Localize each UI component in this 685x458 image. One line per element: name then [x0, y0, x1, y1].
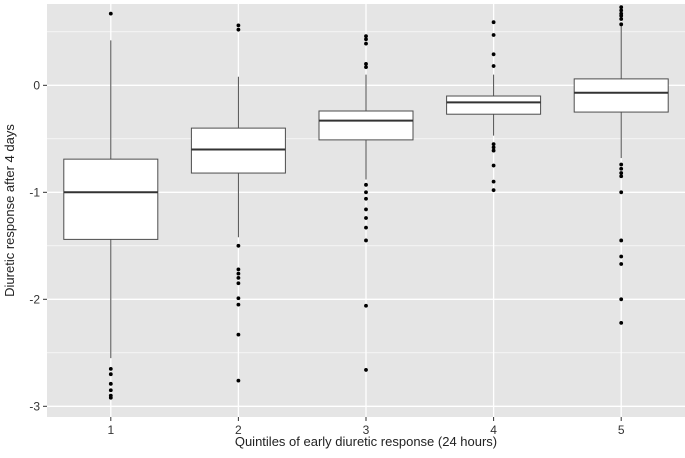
x-tick-label: 2 [235, 423, 242, 437]
outlier-point [364, 37, 368, 42]
outlier-point [619, 190, 624, 195]
iqr-box [573, 78, 669, 113]
outlier-point [491, 33, 496, 37]
outlier-point [619, 17, 624, 21]
iqr-box [63, 158, 159, 240]
outlier-point [619, 320, 624, 325]
outlier-point [236, 378, 241, 383]
y-tick-label: -3 [29, 399, 40, 413]
outlier-point [619, 238, 624, 243]
iqr-box [318, 110, 414, 141]
y-axis-title: Diuretic response after 4 days [2, 124, 17, 297]
outlier-point [364, 216, 368, 220]
x-axis-title: Quintiles of early diuretic response (24… [235, 434, 497, 449]
y-tick-label: 0 [33, 78, 40, 92]
y-tick-label: -2 [29, 292, 40, 306]
outlier-point [491, 52, 496, 57]
outlier-point [491, 64, 496, 68]
outlier-point [619, 166, 624, 171]
outlier-point [364, 225, 368, 230]
outlier-point [364, 65, 368, 70]
outlier-point [364, 238, 368, 243]
outlier-point [619, 8, 624, 13]
outlier-point [108, 395, 113, 400]
outlier-point [364, 368, 368, 372]
outlier-point [491, 142, 496, 147]
outlier-point [108, 372, 113, 377]
outlier-point [236, 276, 241, 280]
outlier-point [364, 190, 368, 195]
x-tick-label: 5 [618, 423, 625, 437]
outlier-point [619, 22, 624, 27]
outlier-point [619, 262, 624, 266]
outlier-point [619, 297, 624, 302]
iqr-box [446, 95, 542, 115]
outlier-point [491, 148, 496, 153]
box-2 [190, 23, 286, 383]
box-3 [318, 34, 414, 372]
outlier-point [236, 267, 241, 272]
outlier-point [108, 388, 113, 393]
outlier-point [108, 381, 113, 386]
outlier-point [236, 332, 241, 337]
outlier-point [619, 5, 624, 10]
outlier-point [491, 179, 496, 184]
outlier-point [619, 13, 624, 18]
x-tick-label: 3 [363, 423, 370, 437]
y-tick-label: -1 [29, 185, 40, 199]
outlier-point [619, 254, 624, 259]
outlier-point [364, 196, 368, 201]
outlier-point [236, 302, 241, 307]
outlier-point [364, 62, 368, 66]
outlier-point [364, 41, 368, 46]
box-1 [63, 11, 159, 400]
outlier-point [364, 182, 368, 187]
x-tick-label: 4 [490, 423, 497, 437]
outlier-point [619, 162, 624, 167]
outlier-point [491, 20, 496, 25]
outlier-point [491, 163, 496, 168]
box-5 [573, 5, 669, 325]
outlier-point [236, 296, 241, 301]
x-axis: 1 2 3 4 5 [107, 417, 625, 437]
box-4 [446, 20, 542, 193]
outlier-point [108, 366, 113, 371]
outlier-point [364, 303, 368, 308]
outlier-point [491, 145, 496, 150]
x-tick-label: 1 [107, 423, 114, 437]
outlier-point [619, 171, 624, 175]
y-axis: -3 -2 -1 0 [29, 78, 47, 413]
outlier-point [619, 174, 624, 179]
outlier-point [236, 243, 241, 248]
outlier-point [108, 11, 113, 16]
outlier-point [236, 281, 241, 286]
outlier-point [364, 207, 368, 212]
outlier-point [236, 27, 241, 32]
outlier-point [236, 271, 241, 276]
iqr-box [190, 127, 286, 174]
box-series [63, 5, 669, 400]
outlier-point [491, 188, 496, 193]
outlier-point [364, 34, 368, 38]
outlier-point [236, 23, 241, 28]
